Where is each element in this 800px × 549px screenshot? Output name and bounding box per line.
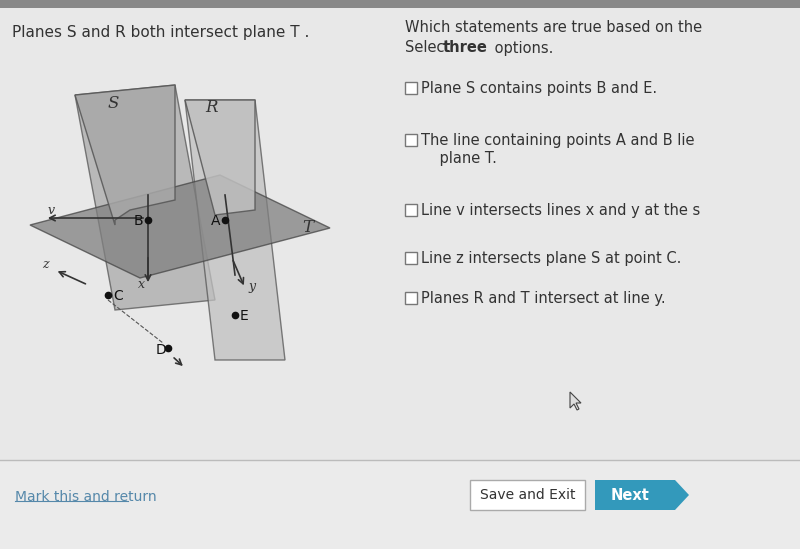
Bar: [0, 0, 800, 8]
Polygon shape: [30, 175, 330, 278]
Text: Planes S and R both intersect plane T .: Planes S and R both intersect plane T .: [12, 25, 310, 40]
Text: three: three: [443, 41, 488, 55]
Polygon shape: [185, 100, 255, 215]
Text: Select: Select: [405, 41, 455, 55]
Text: T: T: [302, 219, 313, 236]
Text: Line v intersects lines x and y at the s: Line v intersects lines x and y at the s: [421, 203, 700, 217]
Text: Which statements are true based on the: Which statements are true based on the: [405, 20, 702, 36]
FancyBboxPatch shape: [595, 480, 675, 510]
Text: R: R: [205, 99, 218, 116]
Bar: [405, 204, 417, 216]
Text: Planes R and T intersect at line y.: Planes R and T intersect at line y.: [421, 290, 666, 305]
Text: E: E: [240, 309, 249, 323]
Bar: [405, 82, 417, 94]
Polygon shape: [75, 85, 175, 225]
Polygon shape: [675, 480, 689, 510]
Text: D: D: [156, 343, 166, 357]
FancyBboxPatch shape: [470, 480, 585, 510]
Polygon shape: [185, 100, 285, 360]
Text: A: A: [211, 214, 221, 228]
Text: B: B: [134, 214, 144, 228]
Polygon shape: [570, 392, 581, 410]
Text: v: v: [48, 204, 55, 217]
Text: plane T.: plane T.: [421, 150, 497, 165]
Text: Line z intersects plane S at point C.: Line z intersects plane S at point C.: [421, 250, 682, 266]
Text: y: y: [248, 280, 255, 293]
Text: Save and Exit: Save and Exit: [480, 488, 575, 502]
Text: Next: Next: [610, 488, 650, 502]
Bar: [405, 292, 417, 304]
Text: z: z: [42, 258, 49, 271]
Bar: [0, 460, 800, 549]
Text: options.: options.: [490, 41, 554, 55]
Text: The line containing points A and B lie: The line containing points A and B lie: [421, 132, 694, 148]
Text: Mark this and return: Mark this and return: [15, 490, 157, 504]
Polygon shape: [75, 85, 215, 310]
Text: C: C: [113, 289, 122, 303]
Text: x: x: [138, 278, 145, 291]
Text: Plane S contains points B and E.: Plane S contains points B and E.: [421, 81, 657, 96]
Text: S: S: [108, 95, 119, 112]
Bar: [405, 134, 417, 146]
Bar: [405, 252, 417, 264]
